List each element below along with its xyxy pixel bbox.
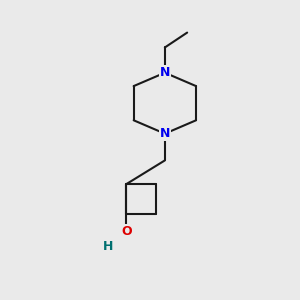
Text: H: H	[103, 240, 114, 253]
Text: O: O	[121, 225, 131, 238]
Text: N: N	[160, 127, 170, 140]
Text: N: N	[160, 66, 170, 79]
